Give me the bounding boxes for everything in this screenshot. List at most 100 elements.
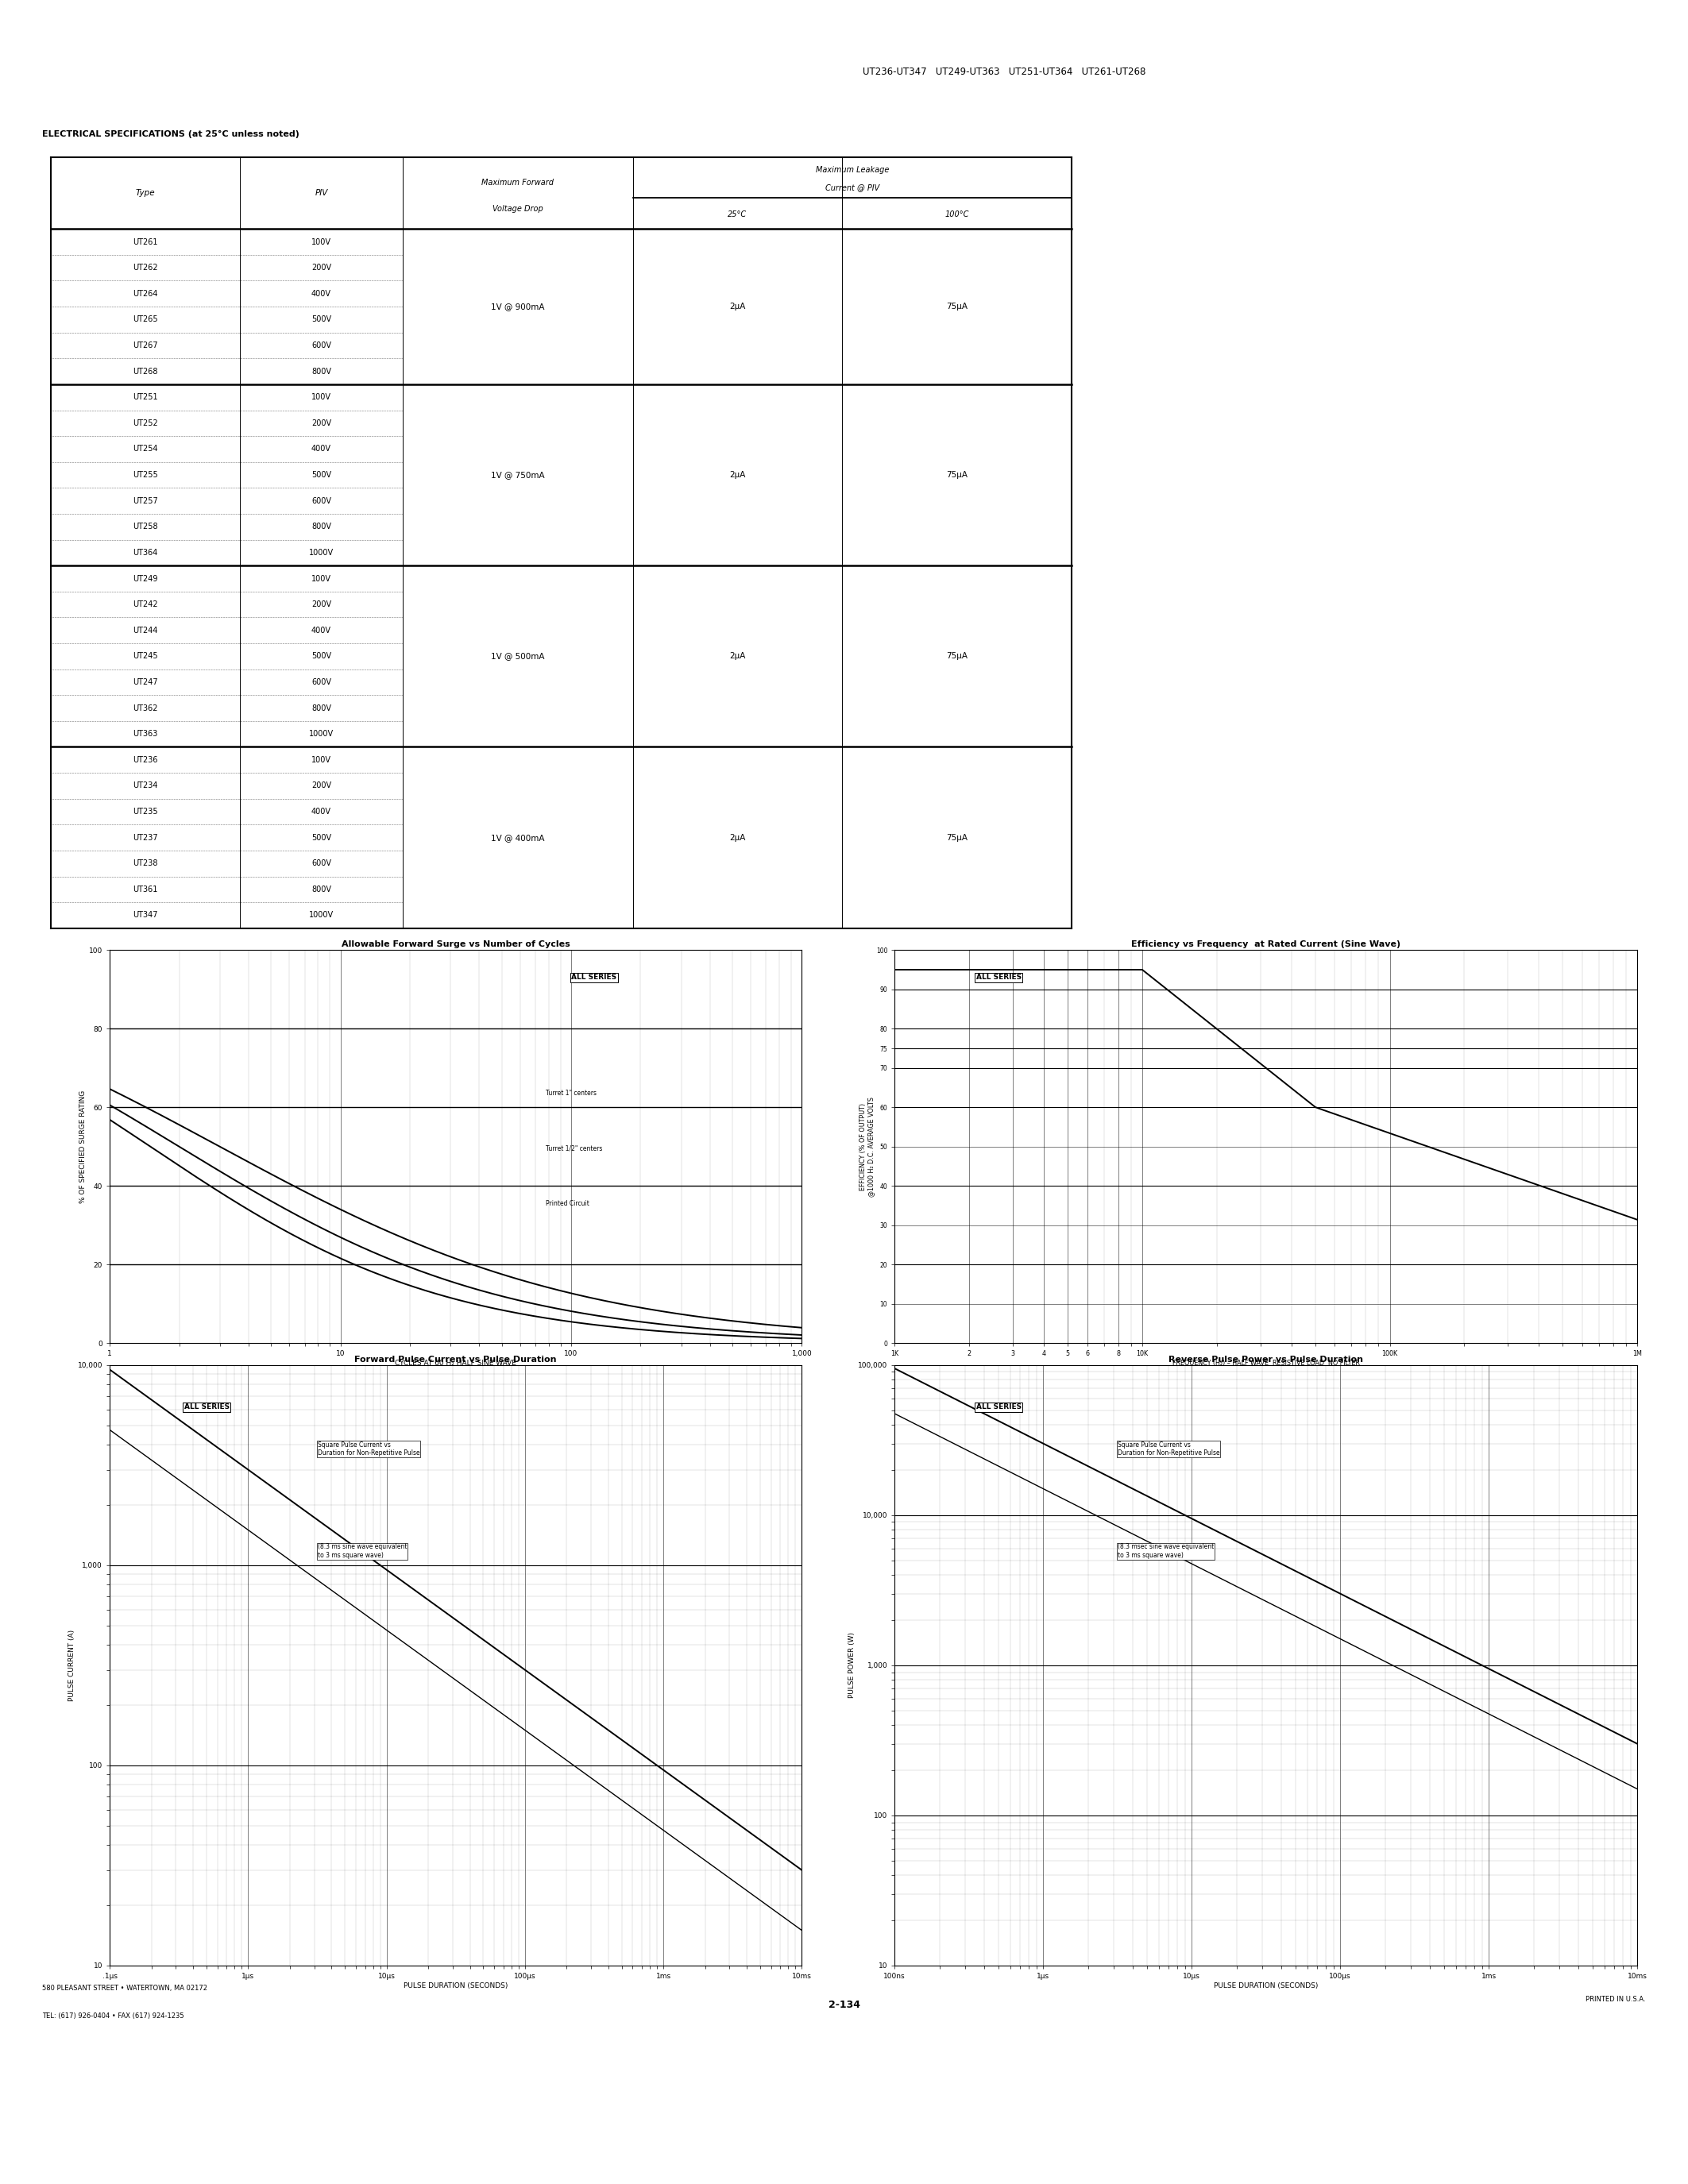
Text: 75μA: 75μA: [947, 834, 967, 841]
Text: UT261: UT261: [133, 238, 157, 247]
Text: Printed Circuit: Printed Circuit: [545, 1199, 589, 1208]
Text: 75μA: 75μA: [947, 472, 967, 478]
Text: 1V @ 750mA: 1V @ 750mA: [491, 472, 545, 478]
Text: 500V: 500V: [311, 653, 331, 660]
Text: UT244: UT244: [133, 627, 157, 633]
Text: Maximum Forward: Maximum Forward: [481, 179, 554, 186]
Text: 400V: 400V: [311, 808, 331, 815]
Text: Maximum Leakage: Maximum Leakage: [815, 166, 890, 175]
Text: UT267: UT267: [133, 341, 157, 349]
Text: 800V: 800V: [311, 522, 331, 531]
Text: 500V: 500V: [311, 472, 331, 478]
Text: UT251: UT251: [133, 393, 157, 402]
Text: UT262: UT262: [133, 264, 157, 271]
Text: 600V: 600V: [311, 679, 331, 686]
Title: Forward Pulse Current vs Pulse Duration: Forward Pulse Current vs Pulse Duration: [354, 1356, 557, 1363]
Text: 500V: 500V: [311, 834, 331, 841]
Text: PIV: PIV: [314, 190, 327, 197]
Text: 600V: 600V: [311, 860, 331, 867]
Text: UT361: UT361: [133, 885, 157, 893]
Text: Type: Type: [135, 190, 155, 197]
Text: 2-134: 2-134: [829, 2001, 859, 2009]
Text: 800V: 800V: [311, 703, 331, 712]
Text: 1V @ 500mA: 1V @ 500mA: [491, 653, 545, 660]
Text: 500V: 500V: [311, 317, 331, 323]
Text: UT254: UT254: [133, 446, 157, 452]
Text: 1000V: 1000V: [309, 911, 334, 919]
Text: UT362: UT362: [133, 703, 157, 712]
Text: UT242: UT242: [133, 601, 157, 609]
Text: 200V: 200V: [311, 782, 331, 791]
Text: 600V: 600V: [311, 498, 331, 505]
Text: 400V: 400V: [311, 446, 331, 452]
Text: TEL: (617) 926-0404 • FAX (617) 924-1235: TEL: (617) 926-0404 • FAX (617) 924-1235: [42, 2011, 184, 2020]
Text: 2μA: 2μA: [729, 834, 746, 841]
Text: UT264: UT264: [133, 290, 157, 297]
Text: Turret 1/2" centers: Turret 1/2" centers: [545, 1144, 603, 1153]
Text: Turret 1" centers: Turret 1" centers: [545, 1090, 596, 1096]
Text: UT236: UT236: [133, 756, 157, 764]
Text: 100V: 100V: [311, 756, 331, 764]
Text: UT252: UT252: [132, 419, 157, 428]
Text: 100V: 100V: [311, 574, 331, 583]
Text: Square Pulse Current vs
Duration for Non-Repetitive Pulse: Square Pulse Current vs Duration for Non…: [317, 1441, 420, 1457]
Y-axis label: EFFICIENCY (% OF OUTPUT)
@1000 H₂ D.C. AVERAGE VOLTS: EFFICIENCY (% OF OUTPUT) @1000 H₂ D.C. A…: [859, 1096, 874, 1197]
X-axis label: FREQUENCY (H₂) – HALF WAVE  RESISTIVE LOAD  NO FILTER: FREQUENCY (H₂) – HALF WAVE RESISTIVE LOA…: [1171, 1361, 1361, 1367]
Y-axis label: PULSE POWER (W): PULSE POWER (W): [849, 1631, 856, 1699]
Text: UT235: UT235: [133, 808, 157, 815]
Text: UT347: UT347: [133, 911, 157, 919]
Text: UT257: UT257: [132, 498, 157, 505]
Text: UT265: UT265: [133, 317, 157, 323]
Text: 100V: 100V: [311, 238, 331, 247]
Text: UT255: UT255: [132, 472, 157, 478]
Text: 800V: 800V: [311, 885, 331, 893]
Text: UT268: UT268: [133, 367, 157, 376]
Title: Efficiency vs Frequency  at Rated Current (Sine Wave): Efficiency vs Frequency at Rated Current…: [1131, 941, 1401, 948]
Text: 75μA: 75μA: [947, 304, 967, 310]
Title: Allowable Forward Surge vs Number of Cycles: Allowable Forward Surge vs Number of Cyc…: [341, 941, 571, 948]
Text: 200V: 200V: [311, 601, 331, 609]
Text: 2μA: 2μA: [729, 472, 746, 478]
Text: 1V @ 900mA: 1V @ 900mA: [491, 304, 545, 310]
Text: 200V: 200V: [311, 264, 331, 271]
X-axis label: PULSE DURATION (SECONDS): PULSE DURATION (SECONDS): [1214, 1983, 1318, 1990]
Text: UT237: UT237: [133, 834, 157, 841]
Text: Square Pulse Current vs
Duration for Non-Repetitive Pulse: Square Pulse Current vs Duration for Non…: [1117, 1441, 1220, 1457]
Text: ELECTRICAL SPECIFICATIONS (at 25°C unless noted): ELECTRICAL SPECIFICATIONS (at 25°C unles…: [42, 131, 299, 138]
Text: UT238: UT238: [133, 860, 157, 867]
Title: Reverse Pulse Power vs Pulse Duration: Reverse Pulse Power vs Pulse Duration: [1168, 1356, 1364, 1363]
Text: 580 PLEASANT STREET • WATERTOWN, MA 02172: 580 PLEASANT STREET • WATERTOWN, MA 0217…: [42, 1985, 208, 1992]
Text: 1V @ 400mA: 1V @ 400mA: [491, 834, 545, 841]
Text: PRINTED IN U.S.A.: PRINTED IN U.S.A.: [1585, 1996, 1646, 2003]
Text: Current @ PIV: Current @ PIV: [825, 183, 879, 192]
Y-axis label: % OF SPECIFIED SURGE RATING: % OF SPECIFIED SURGE RATING: [79, 1090, 86, 1203]
Text: ALL SERIES: ALL SERIES: [184, 1404, 230, 1411]
Text: UT245: UT245: [133, 653, 157, 660]
Text: 100V: 100V: [311, 393, 331, 402]
Text: 400V: 400V: [311, 627, 331, 633]
X-axis label: PULSE DURATION (SECONDS): PULSE DURATION (SECONDS): [403, 1983, 508, 1990]
Text: ALL SERIES: ALL SERIES: [572, 974, 616, 981]
Text: Voltage Drop: Voltage Drop: [493, 205, 544, 212]
Text: 800V: 800V: [311, 367, 331, 376]
Text: 400V: 400V: [311, 290, 331, 297]
Text: 1000V: 1000V: [309, 548, 334, 557]
X-axis label: CYCLES AT 60 H₂ HALF SINE WAVE: CYCLES AT 60 H₂ HALF SINE WAVE: [395, 1361, 517, 1367]
Text: 2μA: 2μA: [729, 653, 746, 660]
Text: 100°C: 100°C: [945, 210, 969, 218]
Text: UT249: UT249: [133, 574, 157, 583]
Text: ALL SERIES: ALL SERIES: [976, 1404, 1021, 1411]
Text: 200V: 200V: [311, 419, 331, 428]
Text: 75μA: 75μA: [947, 653, 967, 660]
Text: UT234: UT234: [133, 782, 157, 791]
Text: 600V: 600V: [311, 341, 331, 349]
Text: (8.3 ms sine wave equivalent
to 3 ms square wave): (8.3 ms sine wave equivalent to 3 ms squ…: [317, 1544, 407, 1559]
Text: 25°C: 25°C: [728, 210, 748, 218]
Text: UT364: UT364: [133, 548, 157, 557]
Text: 1000V: 1000V: [309, 729, 334, 738]
Text: UT258: UT258: [133, 522, 157, 531]
Text: (8.3 msec sine wave equivalent
to 3 ms square wave): (8.3 msec sine wave equivalent to 3 ms s…: [1117, 1544, 1214, 1559]
Text: ALL SERIES: ALL SERIES: [976, 974, 1021, 981]
Text: UT236-UT347   UT249-UT363   UT251-UT364   UT261-UT268: UT236-UT347 UT249-UT363 UT251-UT364 UT26…: [863, 68, 1146, 76]
Text: 2μA: 2μA: [729, 304, 746, 310]
